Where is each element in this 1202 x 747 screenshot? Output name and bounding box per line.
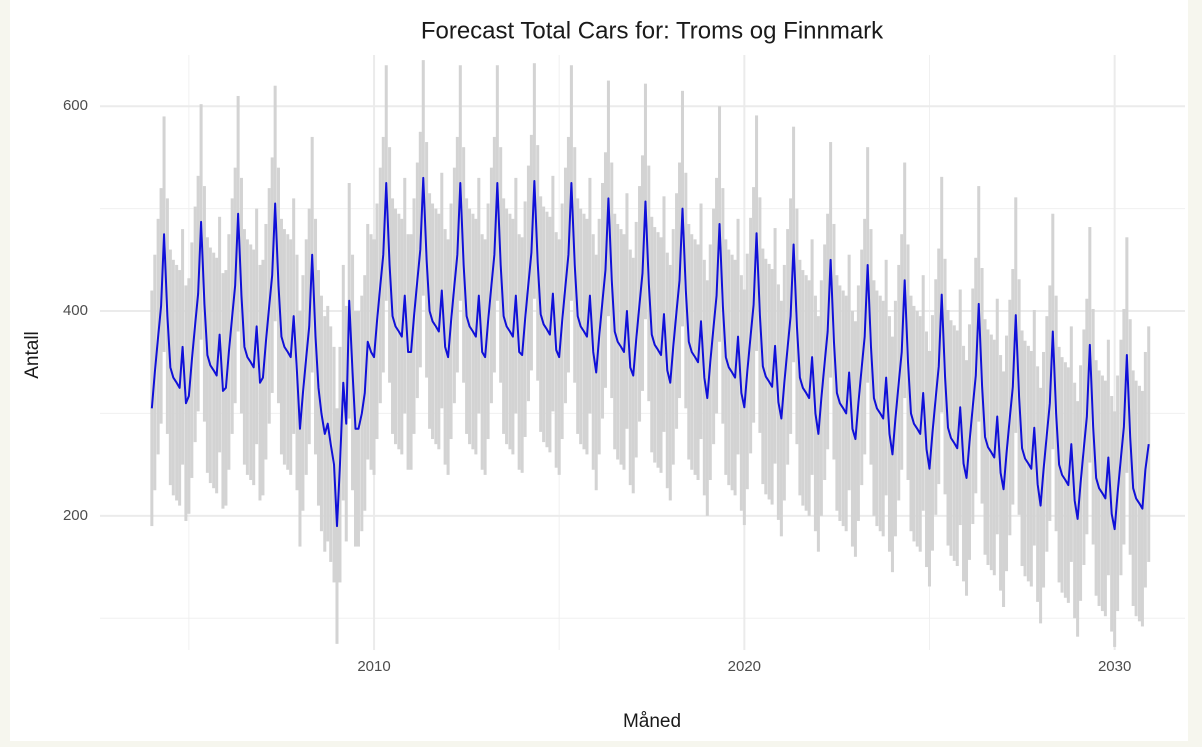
- y-tick-label: 200: [63, 507, 88, 524]
- forecast-line-group: [150, 176, 1150, 531]
- band-bar: [1147, 326, 1151, 562]
- labels: 200 400 600 2010 2020 2030: [63, 97, 1131, 675]
- band-bar: [150, 290, 154, 527]
- y-tick-label: 400: [63, 302, 88, 319]
- forecast-line: [150, 176, 1150, 531]
- y-tick-label: 600: [63, 97, 88, 114]
- x-tick-label: 2020: [728, 658, 761, 675]
- x-tick-label: 2030: [1098, 658, 1131, 675]
- x-axis-label: Måned: [623, 711, 681, 732]
- chart-title: Forecast Total Cars for: Troms og Finnma…: [421, 17, 884, 44]
- y-axis-label: Antall: [22, 331, 43, 379]
- x-tick-label: 2010: [357, 658, 390, 675]
